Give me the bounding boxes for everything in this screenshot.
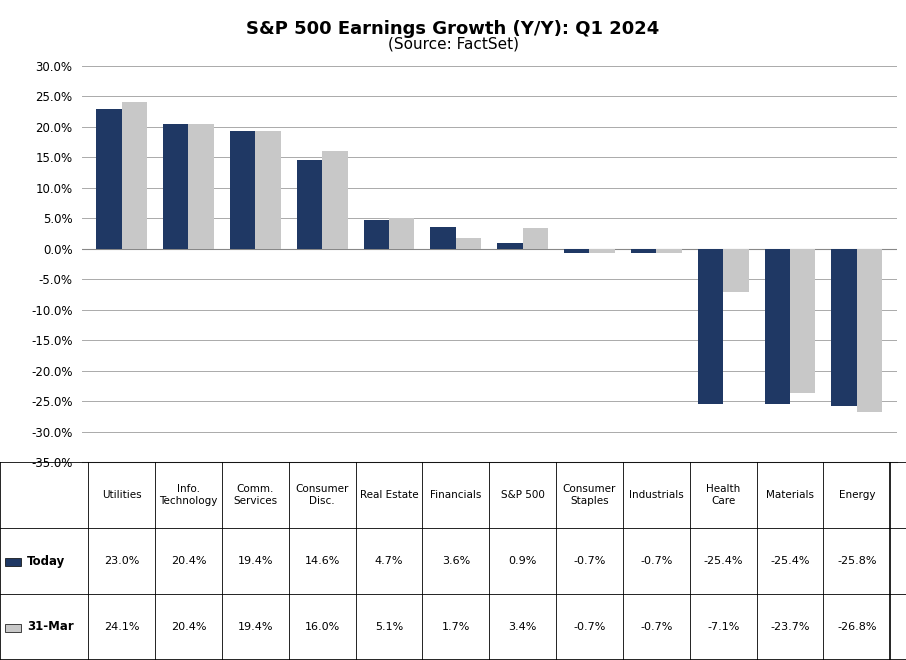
Bar bbox=[297, 160, 323, 249]
Text: Consumer
Staples: Consumer Staples bbox=[563, 484, 616, 506]
Text: (Source: FactSet): (Source: FactSet) bbox=[388, 36, 518, 51]
Bar bbox=[188, 125, 214, 249]
Text: -0.7%: -0.7% bbox=[573, 556, 606, 566]
Bar bbox=[857, 249, 882, 412]
Text: 16.0%: 16.0% bbox=[304, 622, 340, 632]
Text: 20.4%: 20.4% bbox=[170, 556, 207, 566]
Text: 23.0%: 23.0% bbox=[104, 556, 140, 566]
Bar bbox=[497, 244, 523, 249]
Text: 3.6%: 3.6% bbox=[442, 556, 470, 566]
Bar bbox=[631, 249, 656, 253]
Bar bbox=[698, 249, 723, 403]
Bar bbox=[96, 109, 121, 249]
Bar bbox=[832, 249, 857, 406]
Bar bbox=[389, 218, 414, 249]
Text: Materials: Materials bbox=[766, 490, 814, 500]
Text: 24.1%: 24.1% bbox=[104, 622, 140, 632]
Bar bbox=[363, 220, 389, 249]
Text: 20.4%: 20.4% bbox=[170, 622, 207, 632]
Text: S&P 500: S&P 500 bbox=[501, 490, 545, 500]
Text: 19.4%: 19.4% bbox=[237, 622, 273, 632]
Text: Today: Today bbox=[27, 554, 65, 568]
Text: -0.7%: -0.7% bbox=[573, 622, 606, 632]
Bar bbox=[5, 558, 21, 566]
Text: Comm.
Services: Comm. Services bbox=[233, 484, 277, 506]
Bar bbox=[230, 131, 255, 249]
Text: -25.8%: -25.8% bbox=[837, 556, 877, 566]
Text: 14.6%: 14.6% bbox=[304, 556, 340, 566]
Bar bbox=[121, 102, 147, 249]
Bar bbox=[456, 238, 481, 249]
Text: -7.1%: -7.1% bbox=[707, 622, 739, 632]
Text: 3.4%: 3.4% bbox=[508, 622, 537, 632]
Text: -25.4%: -25.4% bbox=[703, 556, 743, 566]
Text: S&P 500 Earnings Growth (Y/Y): Q1 2024: S&P 500 Earnings Growth (Y/Y): Q1 2024 bbox=[246, 20, 660, 38]
Bar bbox=[163, 125, 188, 249]
Text: Info.
Technology: Info. Technology bbox=[159, 484, 217, 506]
Text: -25.4%: -25.4% bbox=[770, 556, 810, 566]
Text: 0.9%: 0.9% bbox=[508, 556, 537, 566]
Bar bbox=[430, 227, 456, 249]
Text: Real Estate: Real Estate bbox=[360, 490, 419, 500]
Bar bbox=[790, 249, 815, 393]
Bar bbox=[255, 131, 281, 249]
Text: -0.7%: -0.7% bbox=[641, 622, 672, 632]
Bar bbox=[656, 249, 681, 253]
Text: -26.8%: -26.8% bbox=[837, 622, 877, 632]
Text: 31-Mar: 31-Mar bbox=[27, 620, 74, 634]
Bar bbox=[564, 249, 590, 253]
Text: Health
Care: Health Care bbox=[706, 484, 740, 506]
Bar bbox=[323, 151, 348, 249]
Bar bbox=[5, 624, 21, 632]
Text: -23.7%: -23.7% bbox=[770, 622, 810, 632]
Bar bbox=[523, 228, 548, 249]
Text: Consumer
Disc.: Consumer Disc. bbox=[295, 484, 349, 506]
Text: -0.7%: -0.7% bbox=[641, 556, 672, 566]
Text: 1.7%: 1.7% bbox=[441, 622, 470, 632]
Text: Energy: Energy bbox=[839, 490, 875, 500]
Text: Utilities: Utilities bbox=[101, 490, 141, 500]
Text: 4.7%: 4.7% bbox=[375, 556, 403, 566]
Text: 5.1%: 5.1% bbox=[375, 622, 403, 632]
Text: Financials: Financials bbox=[430, 490, 481, 500]
Bar bbox=[723, 249, 748, 292]
Bar bbox=[765, 249, 790, 403]
Text: Industrials: Industrials bbox=[629, 490, 684, 500]
Text: 19.4%: 19.4% bbox=[237, 556, 273, 566]
Bar bbox=[590, 249, 615, 253]
